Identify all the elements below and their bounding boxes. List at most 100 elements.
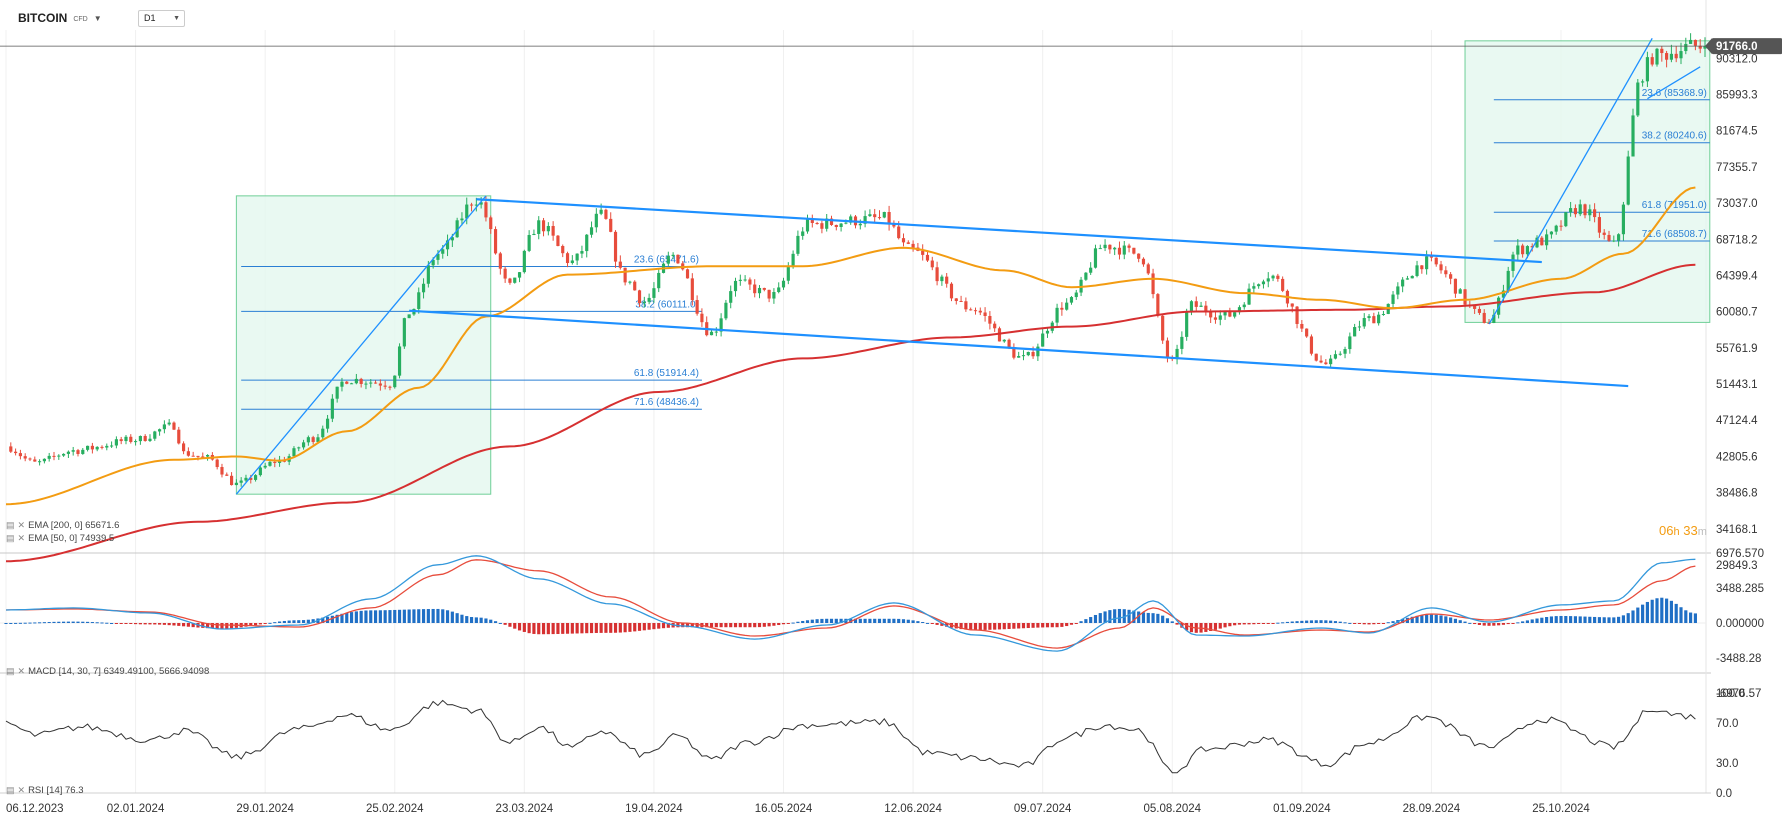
macd-histogram-bar <box>1669 600 1673 623</box>
candle-bear <box>100 446 104 448</box>
candle-bull <box>134 441 138 443</box>
rsi-legend[interactable]: ▤ ✕ RSI [14] 76.3 <box>6 785 84 796</box>
macd-histogram-bar <box>522 623 526 632</box>
macd-histogram-bar <box>1386 622 1390 624</box>
candle-bear <box>556 235 560 247</box>
macd-histogram-bar <box>1621 615 1625 623</box>
price-tick-label: 29849.3 <box>1716 560 1758 572</box>
date-tick-label: 19.04.2024 <box>625 803 683 815</box>
macd-histogram-bar <box>1079 621 1083 623</box>
candle-bear <box>76 450 80 454</box>
candle-bull <box>796 235 800 254</box>
date-tick-label: 28.09.2024 <box>1403 803 1461 815</box>
candle-bull <box>1669 53 1673 60</box>
macd-histogram-bar <box>1185 623 1189 631</box>
timeframe-select[interactable]: D1 ▼ <box>138 10 185 27</box>
candle-bear <box>930 260 934 268</box>
macd-histogram-bar <box>1165 618 1170 623</box>
macd-histogram-bar <box>1170 621 1174 623</box>
candle-bull <box>1554 225 1558 232</box>
macd-histogram-bar <box>383 610 387 623</box>
candle-bear <box>119 439 123 442</box>
macd-histogram-bar <box>129 623 133 624</box>
candle-bear <box>1453 278 1458 294</box>
candle-bull <box>1045 330 1050 334</box>
candle-bull <box>1338 353 1342 355</box>
macd-histogram-bar <box>1055 623 1059 628</box>
chevron-down-icon[interactable]: ▼ <box>93 13 102 23</box>
candle-bull <box>1233 312 1237 317</box>
candle-bull <box>777 287 781 293</box>
candle-bear <box>1305 328 1309 337</box>
trendlines[interactable] <box>0 38 1706 495</box>
ema50-legend[interactable]: ▤ ✕ EMA [50, 0] 74939.5 <box>6 533 114 544</box>
close-icon[interactable]: ✕ <box>17 520 26 530</box>
drag-handle-icon[interactable]: ▤ <box>6 533 15 543</box>
drag-handle-icon[interactable]: ▤ <box>6 785 15 795</box>
candle-bull <box>882 211 886 218</box>
macd-histogram-bar <box>613 623 618 633</box>
candle-bear <box>1693 39 1697 46</box>
candle-bear <box>1117 247 1122 255</box>
candle-bear <box>508 278 512 283</box>
macd-histogram-bar <box>1161 615 1165 623</box>
candle-bull <box>1425 256 1429 270</box>
macd-histogram-bar <box>1127 609 1131 623</box>
candle-bull <box>1689 39 1693 44</box>
candle-bear <box>618 261 622 268</box>
candle-bear <box>1593 209 1597 218</box>
candle-bear <box>700 313 704 323</box>
date-tick-label: 06.12.2023 <box>6 803 64 815</box>
candle-bull <box>426 265 430 284</box>
candle-bull <box>1641 81 1645 83</box>
candle-bear <box>388 386 392 388</box>
candle-bear <box>181 443 186 452</box>
macd-histogram-bar <box>503 623 507 625</box>
macd-histogram-bar <box>623 623 627 633</box>
close-icon[interactable]: ✕ <box>17 785 26 795</box>
candle-bull <box>1348 336 1352 350</box>
candle-bull <box>455 220 459 238</box>
macd-histogram-bar <box>119 623 123 624</box>
candle-bull <box>1381 313 1386 315</box>
macd-histogram-bar <box>1655 598 1659 623</box>
candle-bear <box>873 214 877 218</box>
drag-handle-icon[interactable]: ▤ <box>6 666 15 676</box>
candle-bull <box>1362 318 1366 327</box>
candle-bull <box>709 331 714 336</box>
candle-bear <box>820 223 824 229</box>
drag-handle-icon[interactable]: ▤ <box>6 520 15 530</box>
macd-histogram-bar <box>1137 611 1141 623</box>
macd-histogram-bar <box>38 622 42 624</box>
macd-histogram-bar <box>62 621 66 623</box>
candle-bear <box>945 276 949 284</box>
candle-bear <box>911 243 915 248</box>
candle-bear <box>1146 264 1150 274</box>
close-icon[interactable]: ✕ <box>17 666 26 676</box>
ema200-legend[interactable]: ▤ ✕ EMA [200, 0] 65671.6 <box>6 520 119 531</box>
macd-histogram-bar <box>1242 623 1246 625</box>
close-icon[interactable]: ✕ <box>17 533 26 543</box>
candle-bull <box>57 455 61 457</box>
macd-histogram-bar <box>1132 610 1136 623</box>
symbol-header[interactable]: BITCOIN CFD ▼ <box>18 8 102 28</box>
macd-histogram-bar <box>532 623 536 634</box>
macd-histogram-bar <box>297 620 301 623</box>
macd-histogram-bar <box>1218 623 1222 629</box>
macd-histogram-bar <box>738 623 742 628</box>
macd-histogram-bar <box>345 612 349 623</box>
candle-bull <box>301 442 306 448</box>
candle-bull <box>527 234 531 251</box>
macd-histogram-bar <box>1684 610 1688 623</box>
date-tick-label: 02.01.2024 <box>107 803 165 815</box>
macd-histogram-bar <box>748 623 752 628</box>
candle-bull <box>441 249 445 254</box>
candle-bull <box>1103 244 1107 249</box>
macd-histogram-bar <box>657 623 661 629</box>
candle-bear <box>810 218 814 223</box>
macd-legend[interactable]: ▤ ✕ MACD [14, 30, 7] 6349.49100, 5666.94… <box>6 666 209 677</box>
macd-histogram-bar <box>1444 616 1448 623</box>
candle-bull <box>369 382 373 384</box>
candle-bear <box>378 383 382 386</box>
